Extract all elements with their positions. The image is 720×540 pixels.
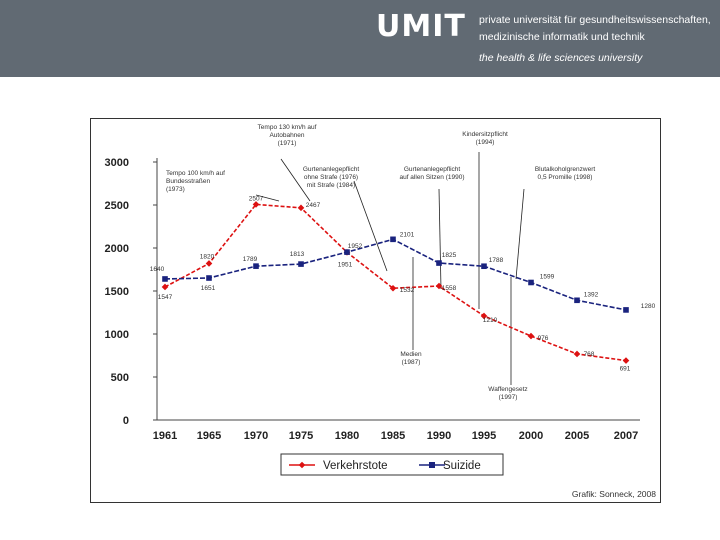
- legend-label: Verkehrstote: [323, 460, 388, 472]
- verkehrstote-point: [480, 312, 488, 320]
- annotation-text: Waffengesetz: [488, 386, 527, 393]
- annotation-text: Blutalkoholgrenzwert: [535, 166, 596, 173]
- suizide-point: [623, 307, 629, 313]
- y-tick-label: 500: [111, 372, 129, 384]
- legend-marker: [298, 461, 306, 469]
- chart-credit: Grafik: Sonneck, 2008: [572, 489, 656, 499]
- annotation-text: (1973): [166, 186, 185, 193]
- suizide-data-label: 1392: [584, 291, 599, 298]
- umit-logo: UMIT: [376, 9, 466, 44]
- verkehrstote-data-label: 1820: [200, 253, 215, 260]
- x-tick-label: 1961: [153, 430, 177, 442]
- y-tick-label: 1500: [105, 286, 129, 298]
- suizide-data-label: 1651: [201, 285, 216, 292]
- annotation-text: (1987): [402, 359, 421, 366]
- verkehrstote-data-label: 691: [620, 366, 631, 373]
- verkehrstote-data-label: 768: [584, 351, 595, 358]
- chart-frame: 0 500 1000 1500 2000 2500 3000 1961 1965 1970 1975…: [90, 118, 661, 503]
- suizide-data-label: 1813: [290, 251, 305, 258]
- annotation-text: mit Strafe (1984): [307, 182, 355, 189]
- x-tick-label: 1965: [197, 430, 221, 442]
- annotation-text: Gurtenanlegepflicht: [303, 166, 360, 173]
- suizide-point: [528, 279, 534, 286]
- verkehrstote-data-label: 1210: [483, 317, 498, 324]
- x-tick-label: 1970: [244, 430, 268, 442]
- x-tick-label: 1985: [381, 430, 405, 442]
- annotation-pointer: [438, 188, 442, 290]
- suizide-point: [162, 276, 168, 282]
- y-tick-label: 2000: [105, 243, 129, 255]
- suizide-point: [481, 263, 487, 270]
- suizide-point: [298, 261, 304, 267]
- annotation-text: ohne Strafe (1976): [304, 174, 358, 181]
- verkehrstote-data-label: 1547: [158, 294, 173, 301]
- annotation-text: 0,5 Promille (1998): [538, 174, 593, 181]
- x-tick-label: 2005: [565, 430, 589, 442]
- annotation-text: auf allen Sitzen (1990): [399, 174, 464, 181]
- series-verkehrstote-line: [164, 203, 627, 362]
- verkehrstote-data-label: 1532: [400, 287, 415, 294]
- annotation-text: Kindersitzpflicht: [462, 131, 508, 138]
- suizide-data-label: 2101: [400, 231, 415, 238]
- verkehrstote-data-label: 976: [538, 335, 549, 342]
- y-tick-label: 1000: [105, 329, 129, 341]
- y-tick-label: 2500: [105, 200, 129, 212]
- suizide-data-label: 1280: [641, 303, 656, 310]
- annotation-text: Medien: [400, 351, 422, 358]
- x-tick-label: 1975: [289, 430, 313, 442]
- x-tick-label: 2007: [614, 430, 638, 442]
- suizide-data-label: 1788: [489, 257, 504, 264]
- header-line-2: medizinische informatik und technik: [479, 31, 645, 43]
- annotation-text: (1994): [476, 139, 495, 146]
- legend-box: [280, 453, 504, 476]
- header-banner: UMIT private universität für gesundheits…: [0, 0, 720, 77]
- annotation-text: (1971): [278, 140, 297, 147]
- annotation-pointer: [280, 158, 311, 202]
- suizide-data-label: 1952: [348, 243, 363, 250]
- suizide-point: [253, 263, 259, 269]
- annotation-text: Tempo 100 km/h auf: [166, 170, 225, 177]
- verkehrstote-point: [161, 283, 169, 291]
- verkehrstote-point: [389, 284, 397, 292]
- suizide-point: [574, 297, 580, 304]
- x-tick-label: 1990: [427, 430, 451, 442]
- suizide-point: [344, 249, 350, 255]
- verkehrstote-point: [527, 332, 535, 340]
- y-tick-label: 3000: [105, 157, 129, 169]
- annotation-pointer: [353, 180, 388, 272]
- x-tick-label: 1995: [472, 430, 496, 442]
- verkehrstote-data-label: 2467: [306, 202, 321, 209]
- header-line-1: private universität für gesundheitswisse…: [479, 14, 711, 26]
- x-tick-label: 2000: [519, 430, 543, 442]
- series-suizide-line: [164, 238, 627, 311]
- legend-label: Suizide: [443, 460, 481, 472]
- legend-marker: [429, 462, 435, 468]
- suizide-point: [390, 236, 396, 243]
- suizide-data-label: 1789: [243, 256, 258, 263]
- suizide-point: [436, 260, 442, 266]
- header-line-3: the health & life sciences university: [479, 52, 643, 64]
- verkehrstote-point: [622, 357, 630, 364]
- annotation-text: Bundesstraßen: [166, 178, 210, 185]
- y-tick-label: 0: [123, 415, 129, 427]
- verkehrstote-point: [573, 350, 581, 358]
- verkehrstote-data-label: 2507: [249, 195, 264, 202]
- verkehrstote-data-label: 1558: [442, 285, 457, 292]
- chart-svg: 0 500 1000 1500 2000 2500 3000 1961 1965 1970 1975…: [105, 124, 657, 499]
- annotation-text: Gurtenanlegepflicht: [404, 166, 461, 173]
- annotation-text: Autobahnen: [269, 132, 304, 139]
- verkehrstote-point: [435, 282, 443, 290]
- verkehrstote-data-label: 1951: [338, 261, 353, 268]
- suizide-data-label: 1640: [150, 266, 165, 273]
- annotation-text: Tempo 130 km/h auf: [258, 124, 317, 131]
- verkehrstote-point: [205, 260, 213, 267]
- verkehrstote-point: [297, 204, 305, 212]
- annotation-pointer: [255, 194, 280, 202]
- suizide-point: [206, 275, 212, 281]
- x-tick-label: 1980: [335, 430, 359, 442]
- annotation-pointer: [515, 188, 525, 280]
- suizide-data-label: 1599: [540, 273, 555, 280]
- suizide-data-label: 1825: [442, 252, 457, 259]
- annotation-text: (1997): [499, 394, 518, 401]
